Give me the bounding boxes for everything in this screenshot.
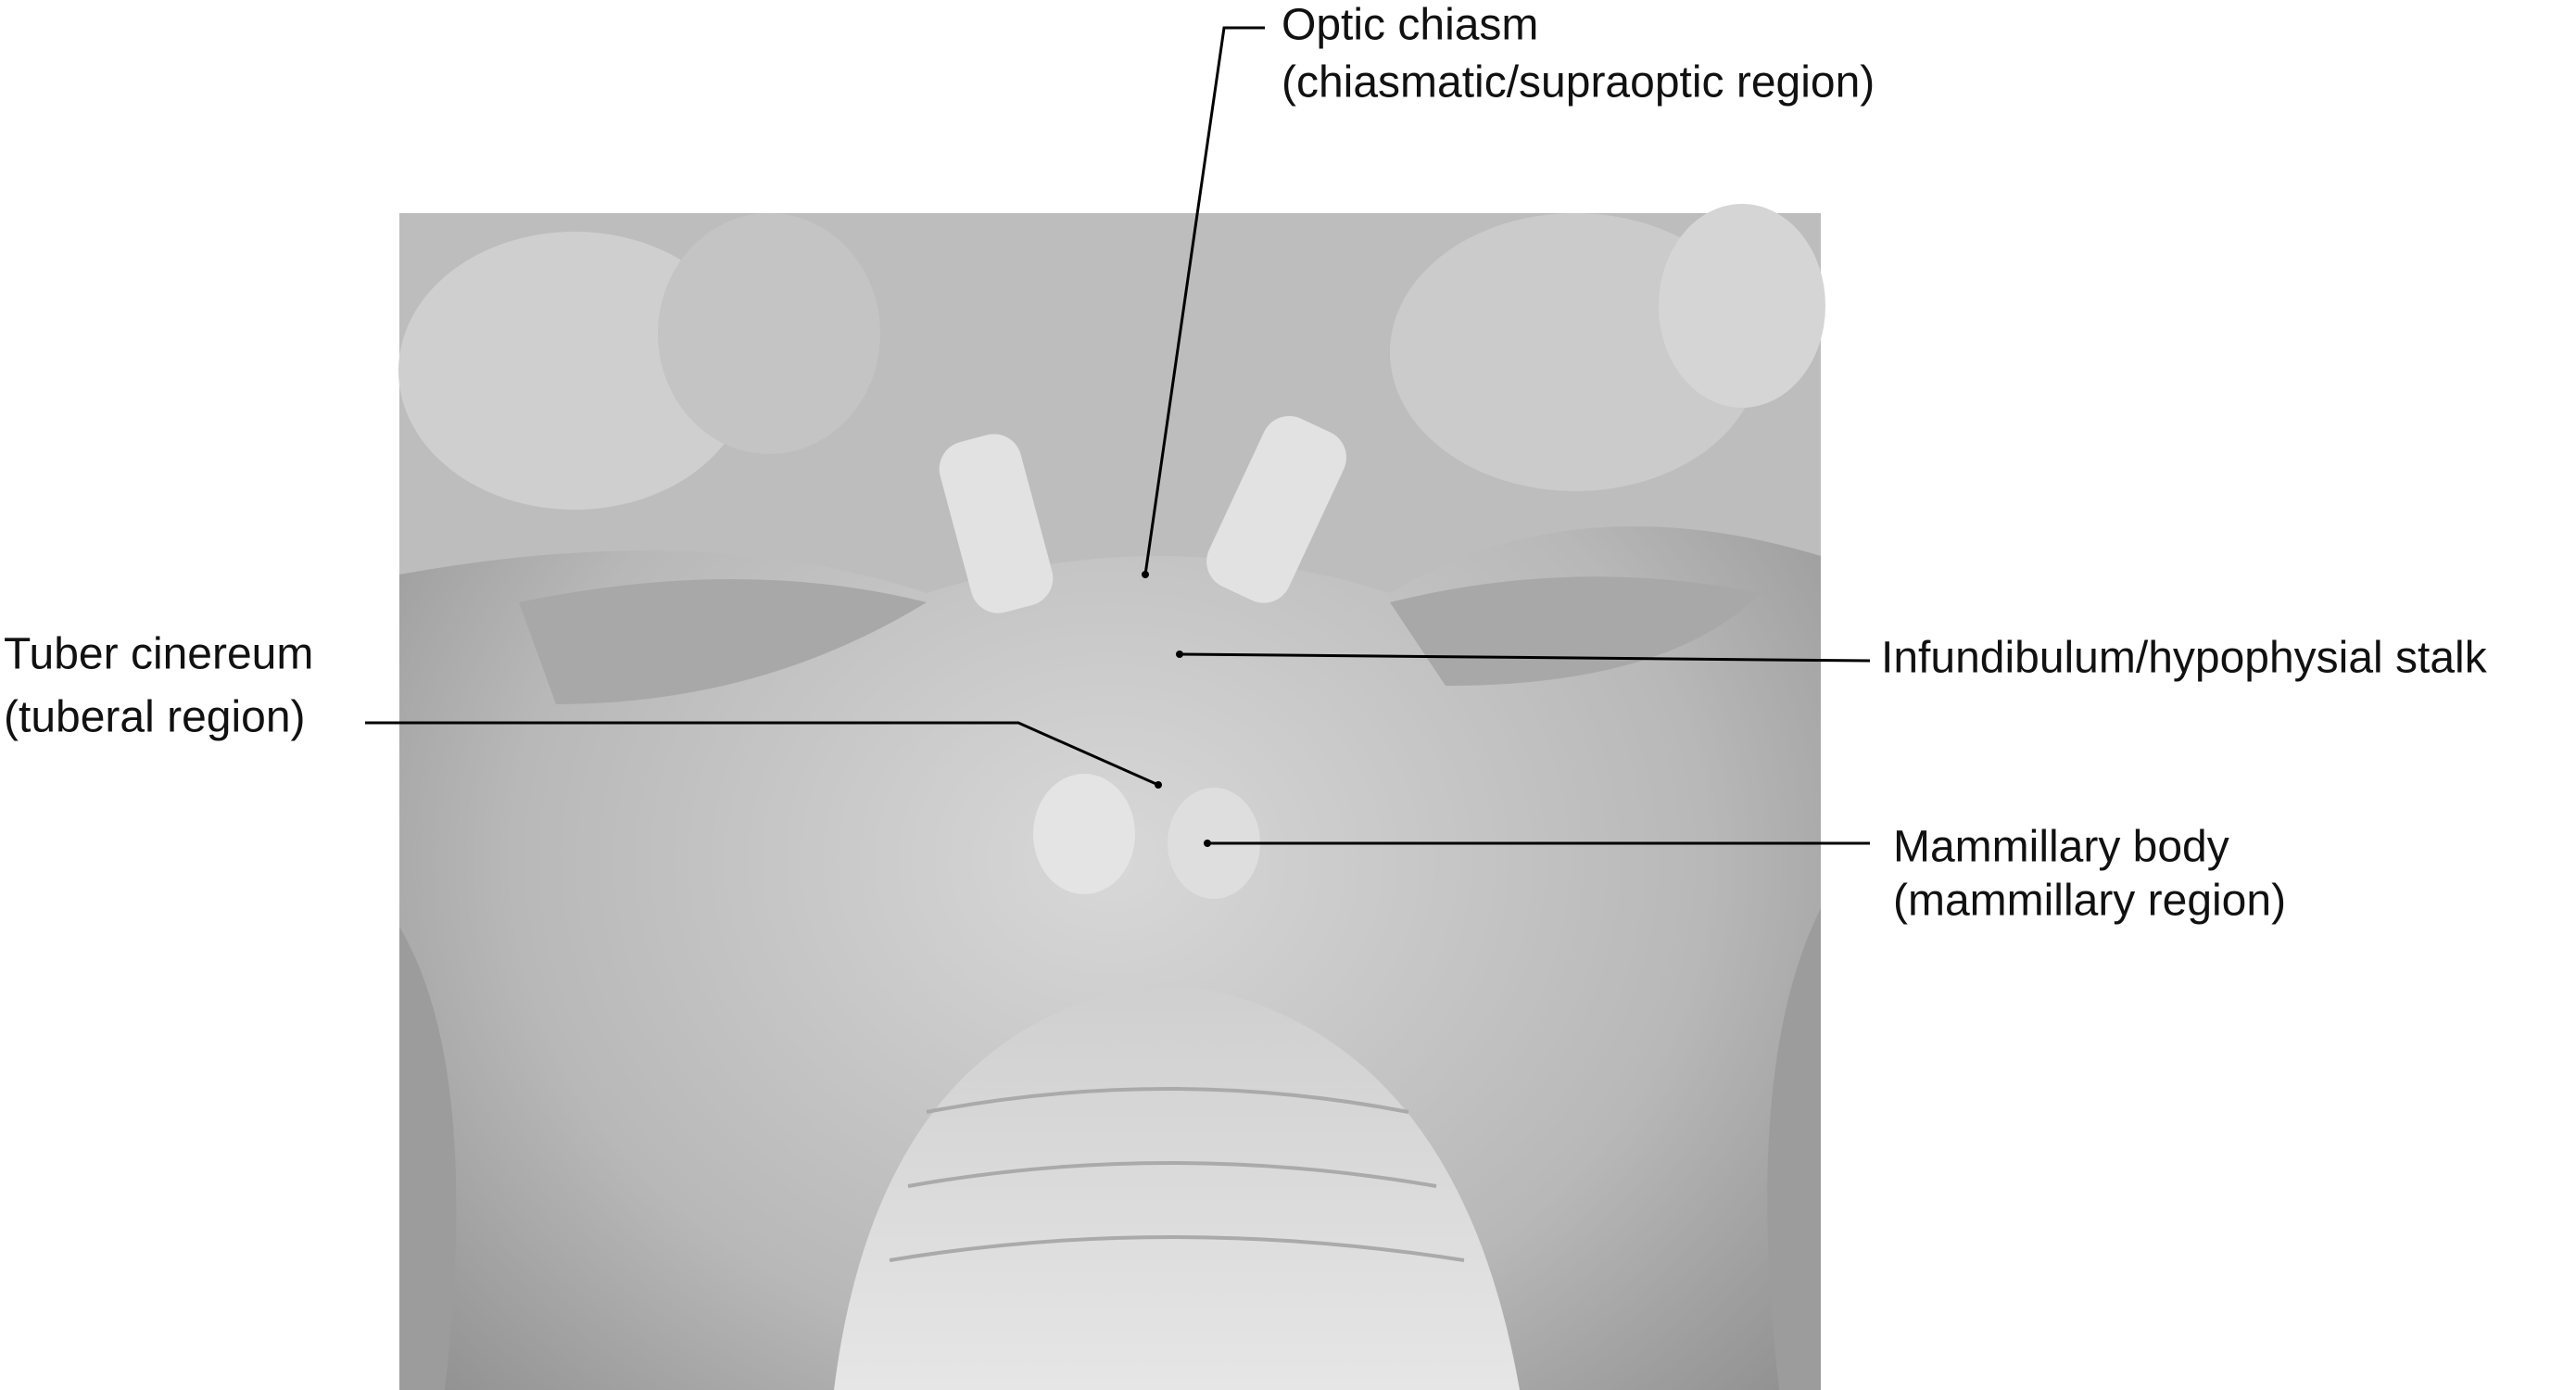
label-name: Optic chiasm <box>1282 1 1538 50</box>
pointer-dot <box>1142 571 1149 578</box>
leader-line <box>1143 26 1265 575</box>
pointer-dot <box>1204 840 1211 847</box>
leader-line <box>365 721 1159 787</box>
label-name: Tuber cinereum <box>4 630 313 679</box>
photograph <box>398 204 1825 1390</box>
label-name: Mammillary body <box>1893 823 2229 872</box>
leader-lines <box>365 26 1871 847</box>
pointer-dot <box>1155 781 1162 789</box>
labels: Optic chiasm (chiasmatic/supraoptic regi… <box>4 1 2488 926</box>
leader-line <box>1179 652 1871 663</box>
label-region: (tuberal region) <box>4 693 306 742</box>
label-region: (chiasmatic/supraoptic region) <box>1282 58 1875 107</box>
pointer-dot <box>1176 651 1183 658</box>
label-region: (mammillary region) <box>1893 877 2286 926</box>
label-name: Infundibulum/hypophysial stalk <box>1881 634 2488 683</box>
